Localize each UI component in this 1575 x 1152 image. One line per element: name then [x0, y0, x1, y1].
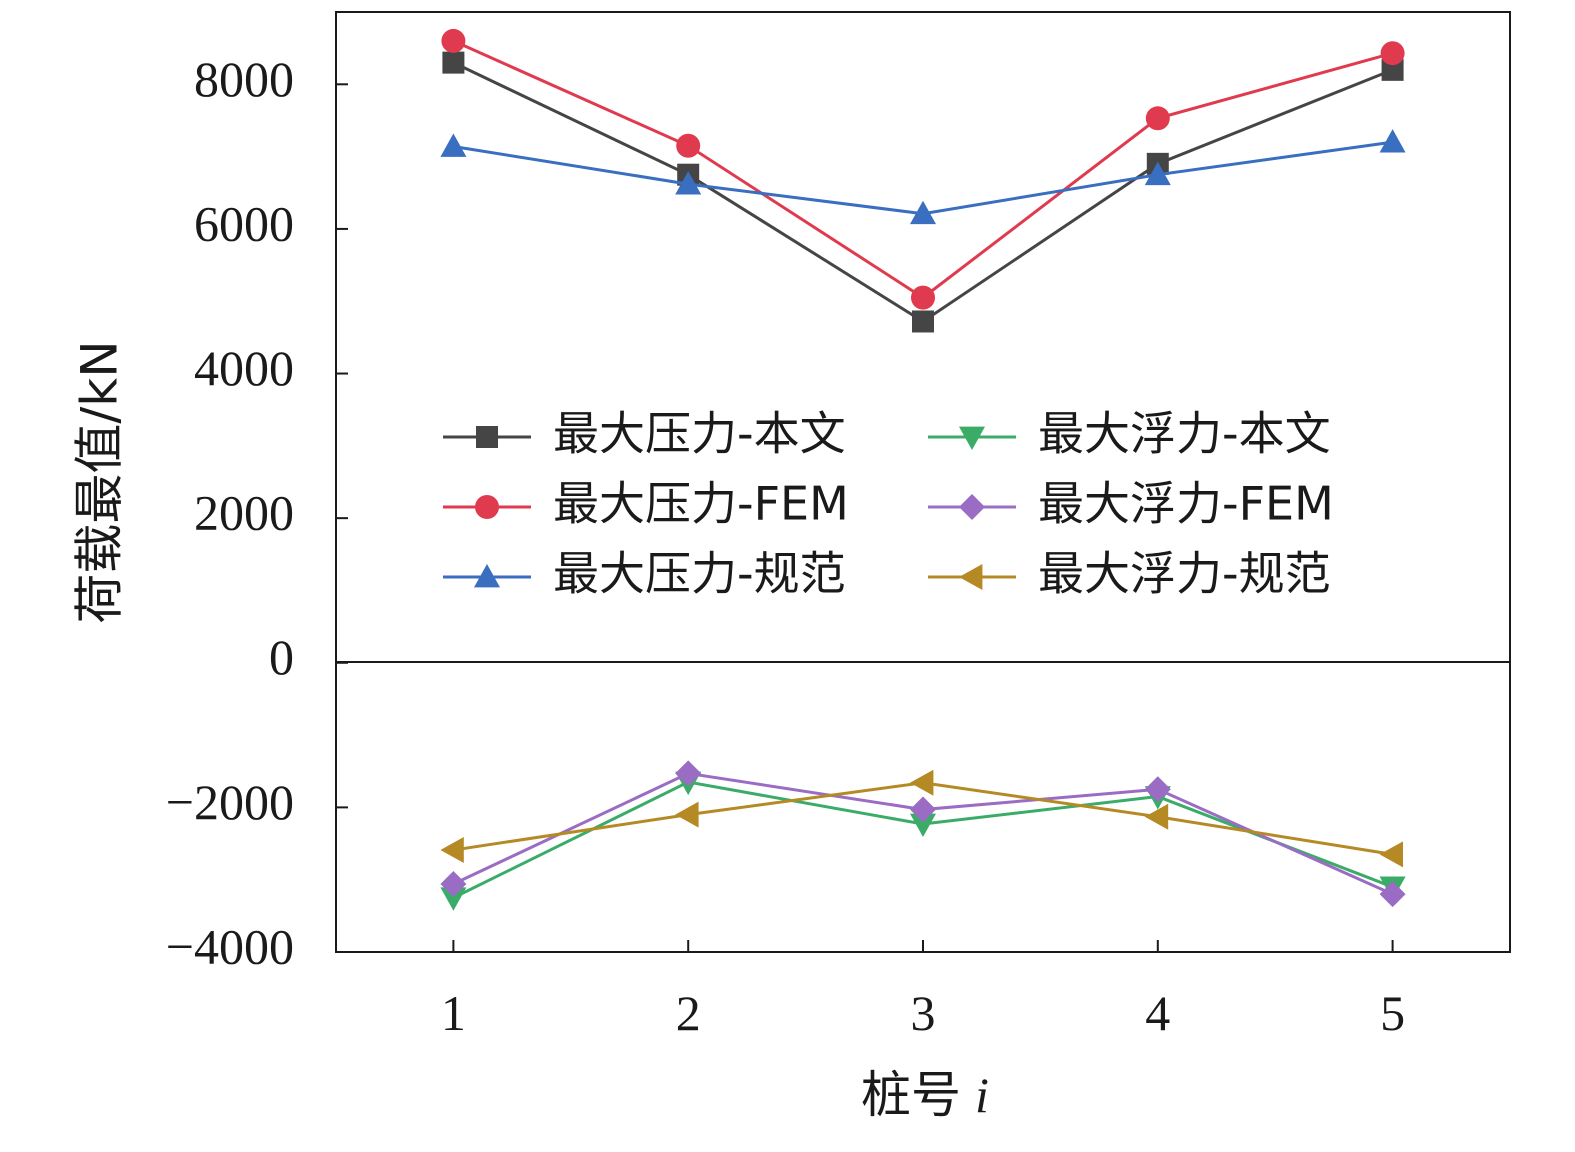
- x-axis: 1 2 3 4 5: [441, 940, 1405, 1041]
- series-4: [440, 771, 1406, 911]
- x-tick-label: 4: [1145, 985, 1170, 1041]
- x-tick-label: 1: [441, 985, 466, 1041]
- series-3: [440, 129, 1406, 225]
- data-point: [675, 171, 702, 195]
- series-5: [440, 760, 1406, 908]
- data-point: [1379, 129, 1406, 153]
- y-tick-label: 8000: [194, 51, 294, 107]
- series-2: [441, 28, 1405, 310]
- x-axis-title-variable: i: [975, 1067, 989, 1123]
- data-point: [675, 801, 699, 828]
- legend-label: 最大压力-本文: [553, 407, 846, 461]
- data-point: [440, 887, 467, 911]
- y-tick-label: 6000: [194, 195, 294, 251]
- legend-label: 最大压力-规范: [553, 547, 846, 601]
- data-point: [910, 813, 936, 838]
- series-line: [452, 61, 1394, 324]
- legend-item: 最大浮力-本文: [928, 407, 1331, 461]
- y-axis-title: 荷载最值/kN: [71, 340, 129, 623]
- data-point: [1380, 41, 1405, 66]
- legend-marker: [959, 564, 983, 590]
- x-tick-label: 2: [676, 985, 701, 1041]
- data-point: [912, 310, 934, 333]
- y-tick-label: 0: [269, 629, 294, 685]
- data-point: [1379, 881, 1406, 908]
- legend-item: 最大压力-FEM: [443, 477, 849, 531]
- legend-label: 最大压力-FEM: [553, 477, 849, 531]
- series-6: [440, 769, 1403, 868]
- data-point: [1145, 106, 1170, 131]
- data-point: [1144, 803, 1169, 830]
- data-point: [676, 133, 701, 158]
- data-point: [675, 760, 702, 787]
- data-point: [910, 796, 936, 823]
- y-tick-label: −4000: [166, 918, 294, 974]
- legend-marker: [959, 494, 985, 520]
- y-axis: −4000 −2000 0 2000 4000 6000 8000: [166, 51, 348, 974]
- data-point: [441, 28, 466, 53]
- data-point: [910, 200, 936, 225]
- data-point: [910, 769, 934, 796]
- legend-item: 最大浮力-规范: [928, 547, 1331, 601]
- y-tick-label: −2000: [166, 774, 294, 830]
- legend-label: 最大浮力-本文: [1038, 407, 1331, 461]
- legend-marker: [475, 495, 499, 519]
- y-tick-label: 2000: [194, 485, 294, 541]
- data-point: [1381, 58, 1404, 81]
- y-tick-label: 4000: [194, 340, 294, 396]
- legend-item: 最大压力-规范: [443, 547, 846, 601]
- x-tick-label: 3: [911, 985, 936, 1041]
- data-point: [1144, 161, 1171, 186]
- legend-marker: [474, 564, 500, 588]
- data-point: [442, 51, 465, 74]
- data-point: [1144, 776, 1171, 803]
- legend-item: 最大浮力-FEM: [928, 477, 1334, 531]
- data-point: [440, 133, 467, 157]
- legend-marker: [476, 426, 498, 448]
- x-axis-title: 桩号 i: [861, 1066, 989, 1124]
- data-point: [1379, 841, 1403, 868]
- x-axis-title-text: 桩号: [861, 1066, 961, 1124]
- legend-label: 最大浮力-FEM: [1038, 477, 1334, 531]
- series-1: [442, 51, 1404, 333]
- legend-label: 最大浮力-规范: [1038, 547, 1331, 601]
- data-point: [911, 285, 935, 310]
- legend-marker: [959, 426, 985, 450]
- x-tick-label: 5: [1380, 985, 1405, 1041]
- data-point: [440, 871, 467, 898]
- series-layer: [440, 28, 1406, 911]
- legend-item: 最大压力-本文: [443, 407, 846, 461]
- data-point: [440, 837, 464, 864]
